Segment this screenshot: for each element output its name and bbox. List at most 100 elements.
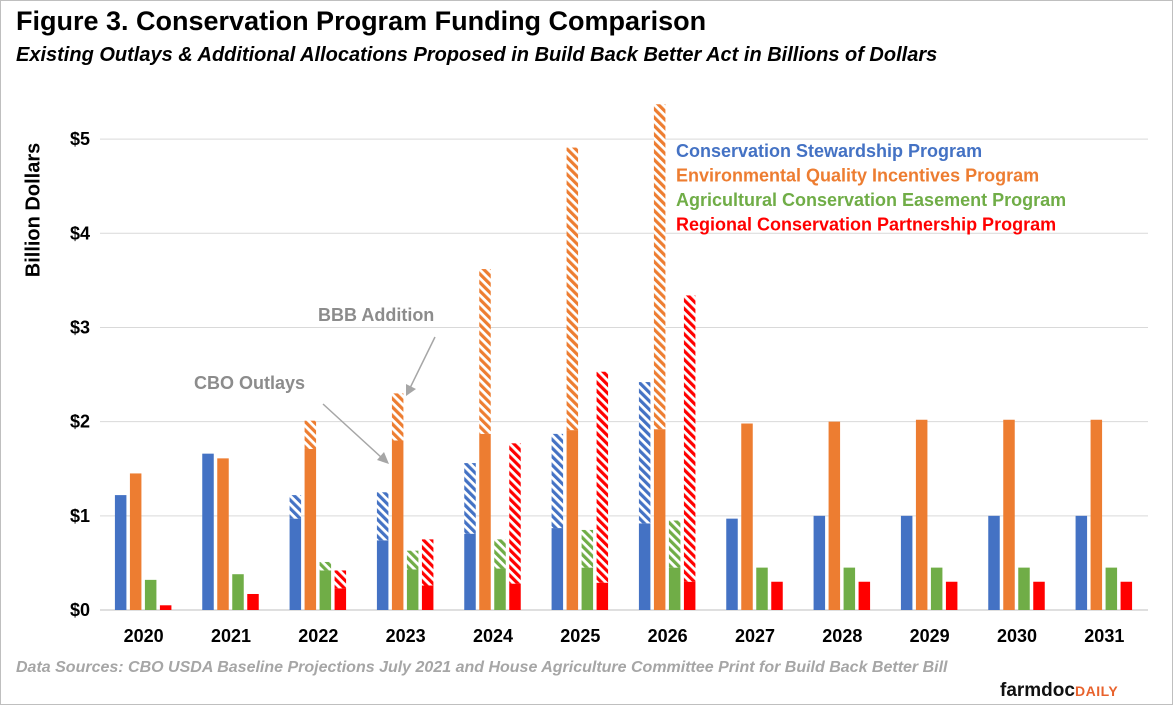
x-tick-label: 2020: [124, 626, 164, 646]
data-source-note: Data Sources: CBO USDA Baseline Projecti…: [16, 659, 948, 676]
bar-cbo-outlay: [828, 421, 841, 610]
bar-bbb-addition: [319, 561, 332, 571]
bar-cbo-outlay: [159, 605, 172, 610]
bar-bbb-addition: [638, 382, 651, 524]
x-axis-ticks: 2020 2021 2022 2023 2024 2025 2026 2027 2028 2029…: [124, 626, 1125, 646]
bar-cbo-outlay: [114, 495, 127, 610]
bar-bbb-addition: [596, 371, 609, 583]
bar-bbb-addition: [653, 104, 666, 430]
bar-bbb-addition: [334, 570, 347, 589]
legend: Conservation Stewardship Program Environm…: [676, 141, 1066, 235]
bar-cbo-outlay: [683, 581, 696, 610]
bar-cbo-outlay: [129, 473, 142, 610]
bar-cbo-outlay: [1033, 581, 1045, 610]
cbo-arrow-line: [322, 403, 383, 459]
bar-cbo-outlay: [900, 515, 913, 610]
y-tick-label: $5: [70, 129, 90, 149]
x-tick-label: 2022: [298, 626, 338, 646]
bar-cbo-outlay: [494, 568, 506, 610]
y-tick-label: $2: [70, 412, 90, 432]
bar-bbb-addition: [406, 550, 419, 570]
bar-cbo-outlay: [930, 567, 943, 610]
bar-bbb-addition: [304, 420, 317, 449]
bar-cbo-outlay: [479, 433, 491, 610]
bar-cbo-outlay: [551, 528, 564, 610]
chart-subtitle: Existing Outlays & Additional Allocation…: [16, 44, 938, 66]
legend-entry: Conservation Stewardship Program: [676, 141, 982, 161]
bbb-addition-label: BBB Addition: [318, 305, 434, 325]
bar-cbo-outlay: [756, 567, 768, 610]
bar-cbo-outlay: [509, 583, 521, 610]
bar-cbo-outlay: [319, 570, 332, 610]
bar-cbo-outlay: [653, 429, 666, 610]
x-tick-label: 2023: [386, 626, 426, 646]
bar-cbo-outlay: [945, 581, 958, 610]
x-tick-label: 2027: [735, 626, 775, 646]
bar-cbo-outlay: [566, 430, 579, 610]
bar-cbo-outlay: [1003, 419, 1015, 610]
bar-cbo-outlay: [741, 423, 753, 610]
bar-cbo-outlay: [915, 419, 928, 610]
bar-cbo-outlay: [334, 588, 347, 610]
bbb-arrow-line: [409, 336, 436, 389]
bar-bbb-addition: [683, 295, 696, 582]
legend-entry: Regional Conservation Partnership Progra…: [676, 215, 1056, 235]
bar-bbb-addition: [479, 269, 491, 434]
bar-cbo-outlay: [638, 523, 651, 610]
bar-cbo-outlay: [464, 533, 476, 610]
bar-bbb-addition: [421, 539, 434, 586]
bar-cbo-outlay: [247, 593, 259, 610]
bar-bbb-addition: [566, 147, 579, 431]
logo-main-text: farmdoc: [1000, 680, 1075, 701]
x-tick-label: 2028: [822, 626, 862, 646]
bar-bbb-addition: [494, 539, 506, 569]
bar-cbo-outlay: [217, 458, 229, 610]
bar-cbo-outlay: [596, 582, 609, 610]
bar-cbo-outlay: [232, 574, 244, 610]
bar-cbo-outlay: [1018, 567, 1030, 610]
cbo-arrowhead: [377, 452, 389, 464]
bar-cbo-outlay: [843, 567, 856, 610]
bar-bbb-addition: [509, 443, 521, 584]
y-tick-label: $4: [70, 223, 90, 243]
bar-bbb-addition: [464, 463, 476, 534]
x-tick-label: 2025: [560, 626, 600, 646]
bar-cbo-outlay: [771, 581, 783, 610]
gridlines: [100, 138, 1148, 611]
bar-bbb-addition: [376, 492, 389, 541]
bar-cbo-outlay: [406, 569, 419, 610]
bar-cbo-outlay: [144, 579, 157, 610]
x-tick-label: 2030: [997, 626, 1037, 646]
y-axis-ticks: $0 $1 $2 $3 $4 $5: [70, 129, 90, 620]
bar-cbo-outlay: [1120, 581, 1133, 610]
bar-cbo-outlay: [858, 581, 871, 610]
x-tick-label: 2026: [648, 626, 688, 646]
x-tick-label: 2031: [1084, 626, 1124, 646]
bar-cbo-outlay: [421, 585, 434, 610]
y-axis-label: Billion Dollars: [22, 143, 44, 277]
bar-cbo-outlay: [1090, 419, 1103, 610]
cbo-outlays-label: CBO Outlays: [194, 373, 305, 393]
bar-cbo-outlay: [202, 453, 214, 610]
x-tick-label: 2024: [473, 626, 513, 646]
bars: [114, 104, 1133, 610]
bar-bbb-addition: [289, 495, 302, 519]
annotations: BBB Addition CBO Outlays: [194, 305, 436, 464]
logo-accent-text: DAILY: [1074, 683, 1119, 699]
y-tick-label: $1: [70, 506, 90, 526]
bbb-arrowhead: [406, 384, 416, 396]
y-tick-label: $3: [70, 317, 90, 337]
bar-bbb-addition: [391, 393, 404, 441]
bar-bbb-addition: [581, 529, 594, 568]
bar-cbo-outlay: [1075, 515, 1088, 610]
bar-cbo-outlay: [289, 518, 302, 610]
chart-title: Figure 3. Conservation Program Funding C…: [16, 6, 707, 36]
bar-bbb-addition: [668, 520, 681, 568]
bar-cbo-outlay: [988, 515, 1000, 610]
bar-cbo-outlay: [376, 540, 389, 610]
farmdoc-daily-logo: farmdocDAILY: [1000, 680, 1118, 702]
bar-cbo-outlay: [668, 567, 681, 610]
bar-cbo-outlay: [1105, 567, 1118, 610]
x-tick-label: 2021: [211, 626, 251, 646]
